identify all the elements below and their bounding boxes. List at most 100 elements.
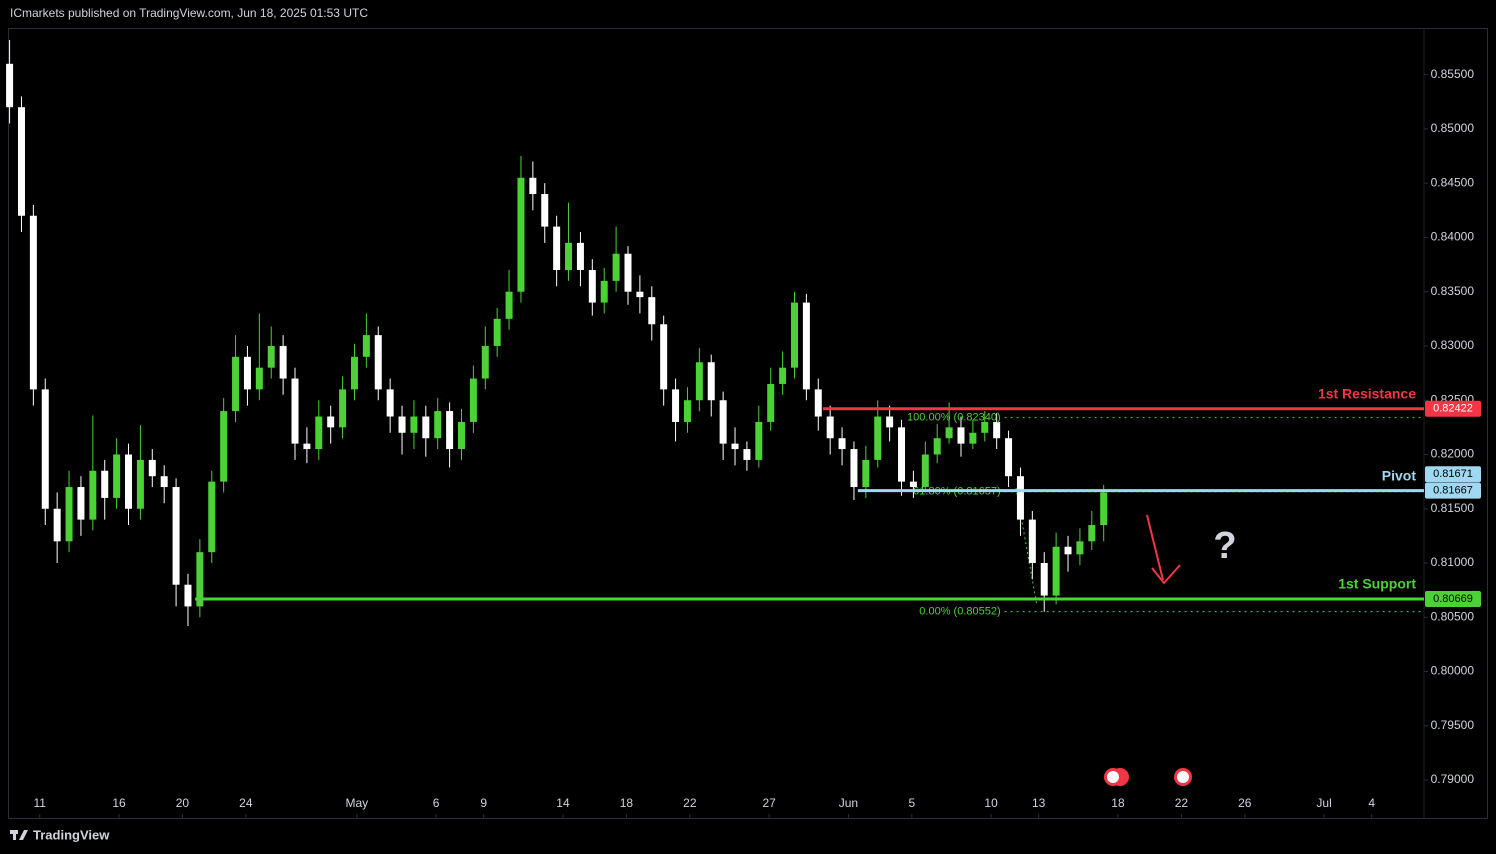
candle-body	[41, 389, 49, 509]
candle-body	[232, 356, 240, 412]
candle-body	[612, 253, 620, 281]
x-tick-label: 10	[984, 796, 998, 810]
price-box	[1425, 590, 1481, 607]
candle-body	[1064, 546, 1072, 555]
candle-body	[1040, 563, 1048, 596]
candle-body	[148, 459, 156, 477]
candle-body	[826, 416, 834, 439]
candle-body	[362, 335, 370, 357]
candle-body	[136, 459, 144, 509]
candle-body	[101, 470, 109, 498]
candle-body	[814, 389, 822, 417]
candle-body	[493, 318, 501, 346]
candle-body	[53, 508, 61, 542]
candle-body	[208, 481, 216, 553]
event-icon	[1104, 768, 1192, 786]
candle-body	[17, 107, 25, 216]
price-box	[1425, 400, 1481, 417]
candle-body	[921, 454, 929, 488]
candle-body	[1052, 546, 1060, 596]
x-tick-label: 14	[556, 796, 570, 810]
candle-body	[683, 400, 691, 422]
candle-body	[469, 378, 477, 422]
candle-body	[279, 345, 287, 379]
candle-body	[160, 476, 168, 488]
y-tick-label: 0.85000	[1431, 121, 1475, 135]
arrow-head	[1151, 564, 1181, 585]
candle-body	[481, 345, 489, 379]
candle-body	[172, 487, 180, 585]
candle-body	[1005, 438, 1013, 477]
candle-body	[303, 443, 311, 450]
x-tick-label: 16	[112, 796, 126, 810]
candle-body	[386, 389, 394, 417]
candle-body	[672, 389, 680, 422]
candle-body	[125, 454, 133, 509]
y-tick-label: 0.79500	[1431, 718, 1475, 732]
candle-body	[767, 383, 775, 422]
price-box	[1425, 482, 1481, 499]
y-tick-label: 0.84000	[1431, 230, 1475, 244]
y-tick-label: 0.85500	[1431, 67, 1475, 81]
candle-body	[77, 487, 85, 520]
candle-body	[315, 416, 323, 450]
arrow	[1146, 514, 1164, 581]
x-tick-label: 18	[620, 796, 634, 810]
candle-body	[113, 454, 121, 498]
level-name: 1st Support	[1338, 576, 1416, 592]
candle-body	[350, 356, 358, 390]
footer-brand: TradingView	[33, 827, 110, 842]
candle-body	[660, 324, 668, 390]
candle-body	[398, 416, 406, 433]
candle-body	[648, 297, 656, 325]
candle-body	[267, 345, 275, 368]
candle-body	[565, 242, 573, 271]
x-tick-label: 22	[1175, 796, 1189, 810]
candle-body	[588, 270, 596, 303]
candle-body	[374, 335, 382, 390]
candle-body	[529, 177, 537, 195]
candle-body	[850, 449, 858, 488]
candle-body	[410, 416, 418, 433]
x-tick-label: 5	[908, 796, 915, 810]
candle-body	[517, 177, 525, 292]
last-price-box	[1425, 466, 1481, 483]
x-tick-label: 11	[33, 796, 46, 810]
x-tick-label: 27	[762, 796, 776, 810]
candle-body	[790, 302, 798, 368]
y-tick-label: 0.81000	[1431, 555, 1475, 569]
candle-body	[196, 552, 204, 607]
candle-body	[243, 356, 251, 390]
price-box-label: 0.80669	[1433, 593, 1473, 605]
candle-body	[624, 253, 632, 292]
candle-body	[327, 416, 335, 428]
level-name: 1st Resistance	[1318, 385, 1416, 401]
candle-body	[89, 470, 97, 520]
x-tick-label: 9	[480, 796, 487, 810]
x-tick-label: Jul	[1316, 796, 1331, 810]
candle-body	[422, 416, 430, 439]
x-tick-label: 24	[239, 796, 253, 810]
last-price-label: 0.81671	[1433, 468, 1473, 480]
fib-label: 0.00% (0.80552)	[919, 606, 1000, 618]
y-tick-label: 0.80000	[1431, 664, 1475, 678]
footer-logo	[10, 830, 28, 840]
candle-body	[1088, 525, 1096, 542]
candle-body	[957, 427, 965, 444]
candle-body	[1016, 476, 1024, 520]
price-box-label: 0.82422	[1433, 403, 1473, 415]
candle-body	[446, 411, 454, 450]
x-tick-label: 26	[1238, 796, 1252, 810]
price-box-label: 0.81667	[1433, 485, 1473, 497]
chart-frame	[8, 28, 1488, 819]
y-tick-label: 0.84500	[1431, 175, 1475, 189]
candle-body	[695, 362, 703, 401]
candle-body	[779, 367, 787, 384]
candle-body	[505, 291, 513, 319]
candle-body	[1028, 519, 1036, 564]
y-tick-label: 0.81500	[1431, 501, 1475, 515]
candle-body	[65, 487, 73, 542]
annotation: ?	[1213, 525, 1236, 567]
